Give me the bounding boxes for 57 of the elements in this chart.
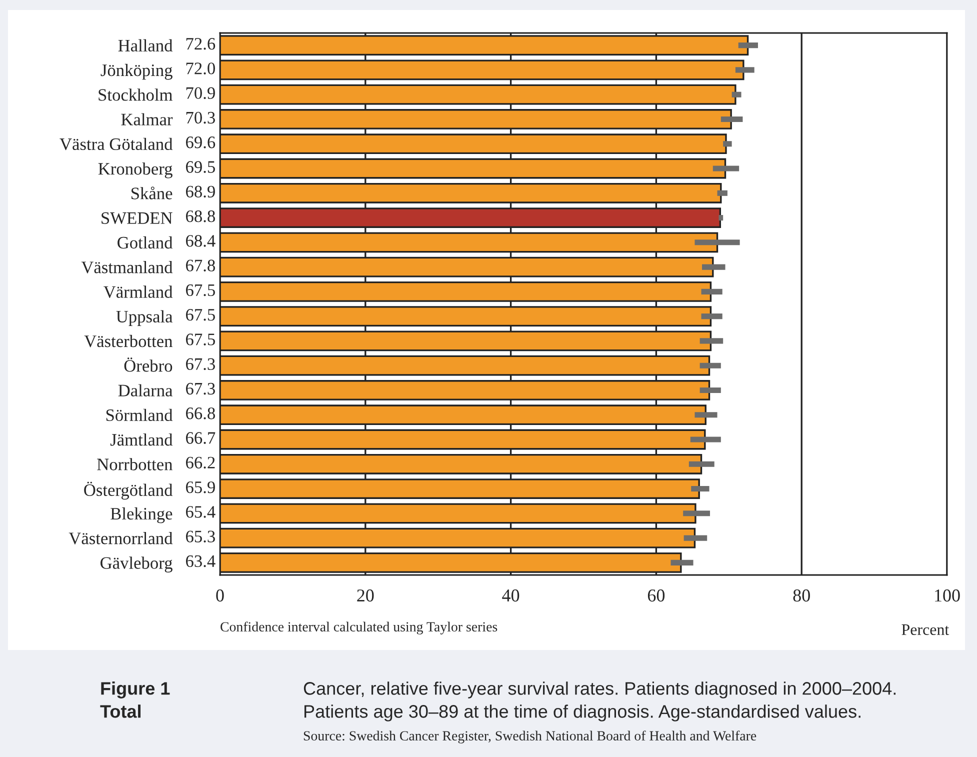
x-tick-label: 0 [216,589,224,602]
y-tick-label: Jönköping [100,64,172,80]
y-tick-label: Kronoberg [98,162,172,178]
x-tick-label: 40 [502,589,520,602]
x-axis-title: Percent [902,624,950,636]
data-label: 68.9 [186,186,215,198]
y-tick-label: SWEDEN [102,212,172,224]
data-label: 67.5 [186,334,215,346]
y-tick-label: Stockholm [98,88,173,101]
text: Total [100,704,141,718]
y-tick-label: Gävleborg [100,556,172,572]
y-tick-label: Östergötland [84,482,173,500]
data-label: 70.9 [186,87,215,100]
y-tick-label: Västra Götaland [60,138,173,150]
y-tick-label: Skåne [132,186,172,200]
caption: Figure 1 [101,682,170,698]
x-tick-label: 20 [357,589,374,602]
y-tick-label: Norrbotten [97,458,173,470]
y-tick-label: Blekinge [110,507,172,524]
y-tick-label: Uppsala [116,310,173,326]
y-tick-label: Dalarna [118,384,173,396]
data-label: 66.2 [186,456,215,469]
data-label: 67.8 [186,260,215,272]
y-tick-label: Västerbotten [84,334,173,348]
data-label: 70.3 [186,112,215,124]
data-label: 67.3 [186,382,215,395]
y-tick-label: Örebro [124,358,172,372]
data-label: 72.6 [186,38,216,50]
data-label: 67.3 [186,358,215,370]
text: Confidence interval calculated using Taylor series [220,622,498,634]
y-tick-label: Västernorrland [68,532,173,544]
data-label: 67.5 [186,308,215,321]
x-tick-label: 100 [935,589,960,602]
text: Patients age 30–89 at the time of diagnosis. Age-standardised values. [304,704,860,722]
data-label: 65.4 [186,506,216,518]
source-note: Source: Swedish Cancer Register, Swedish National Board of Health and Welfare [304,730,756,744]
data-label: 63.4 [186,555,216,568]
y-tick-label: Sörmland [106,408,173,422]
data-label: 72.0 [186,62,215,74]
y-tick-label: Halland [118,39,173,52]
data-label: 66.7 [186,432,216,444]
data-label: 69.6 [186,136,216,148]
data-label: 68.8 [186,210,215,222]
y-tick-label: Jämtland [110,433,173,446]
data-label: 66.8 [186,407,215,420]
x-tick-label: 80 [793,589,810,602]
y-tick-label: Kalmar [121,113,173,126]
y-tick-label: Värmland [104,286,173,298]
data-label: 65.3 [186,530,215,542]
data-label: 68.4 [186,235,216,247]
data-label: 69.5 [186,161,215,173]
y-tick-label: Västmanland [81,261,173,274]
data-label: 65.9 [186,481,215,494]
data-label: 67.5 [186,284,215,296]
text: Cancer, relative five-year survival rates. Patients diagnosed in 2000–2004. [304,682,896,698]
y-tick-label: Gotland [118,236,173,249]
x-tick-label: 60 [648,589,665,602]
